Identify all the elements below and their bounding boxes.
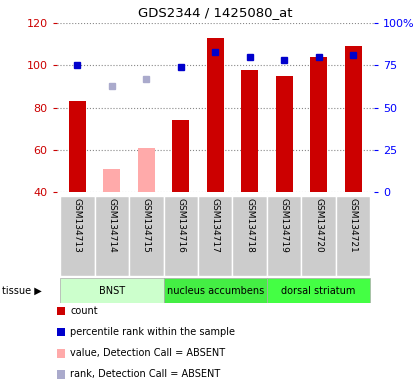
- Text: GSM134715: GSM134715: [142, 198, 151, 253]
- Bar: [267, 278, 370, 303]
- Text: BNST: BNST: [99, 286, 125, 296]
- Bar: [336, 196, 370, 276]
- Bar: [94, 196, 129, 276]
- Title: GDS2344 / 1425080_at: GDS2344 / 1425080_at: [138, 6, 292, 19]
- Bar: [103, 169, 121, 192]
- Bar: [198, 196, 233, 276]
- Bar: [138, 148, 155, 192]
- Bar: [69, 101, 86, 192]
- Bar: [267, 196, 302, 276]
- Text: dorsal striatum: dorsal striatum: [281, 286, 356, 296]
- Text: value, Detection Call = ABSENT: value, Detection Call = ABSENT: [70, 348, 225, 358]
- Bar: [172, 120, 189, 192]
- Bar: [310, 57, 327, 192]
- Bar: [233, 196, 267, 276]
- Text: GSM134719: GSM134719: [280, 198, 289, 253]
- Text: GSM134718: GSM134718: [245, 198, 254, 253]
- Text: GSM134714: GSM134714: [108, 198, 116, 253]
- Bar: [276, 76, 293, 192]
- Bar: [163, 196, 198, 276]
- Text: rank, Detection Call = ABSENT: rank, Detection Call = ABSENT: [70, 369, 220, 379]
- Bar: [60, 278, 163, 303]
- Text: GSM134721: GSM134721: [349, 198, 357, 253]
- Text: GSM134717: GSM134717: [211, 198, 220, 253]
- Bar: [241, 70, 258, 192]
- Bar: [129, 196, 163, 276]
- Text: percentile rank within the sample: percentile rank within the sample: [70, 327, 235, 337]
- Text: GSM134716: GSM134716: [176, 198, 185, 253]
- Text: GSM134713: GSM134713: [73, 198, 82, 253]
- Text: count: count: [70, 306, 98, 316]
- Text: GSM134720: GSM134720: [314, 198, 323, 253]
- Text: tissue ▶: tissue ▶: [2, 286, 42, 296]
- Bar: [302, 196, 336, 276]
- Bar: [344, 46, 362, 192]
- Bar: [207, 38, 224, 192]
- Bar: [163, 278, 267, 303]
- Text: nucleus accumbens: nucleus accumbens: [167, 286, 264, 296]
- Bar: [60, 196, 94, 276]
